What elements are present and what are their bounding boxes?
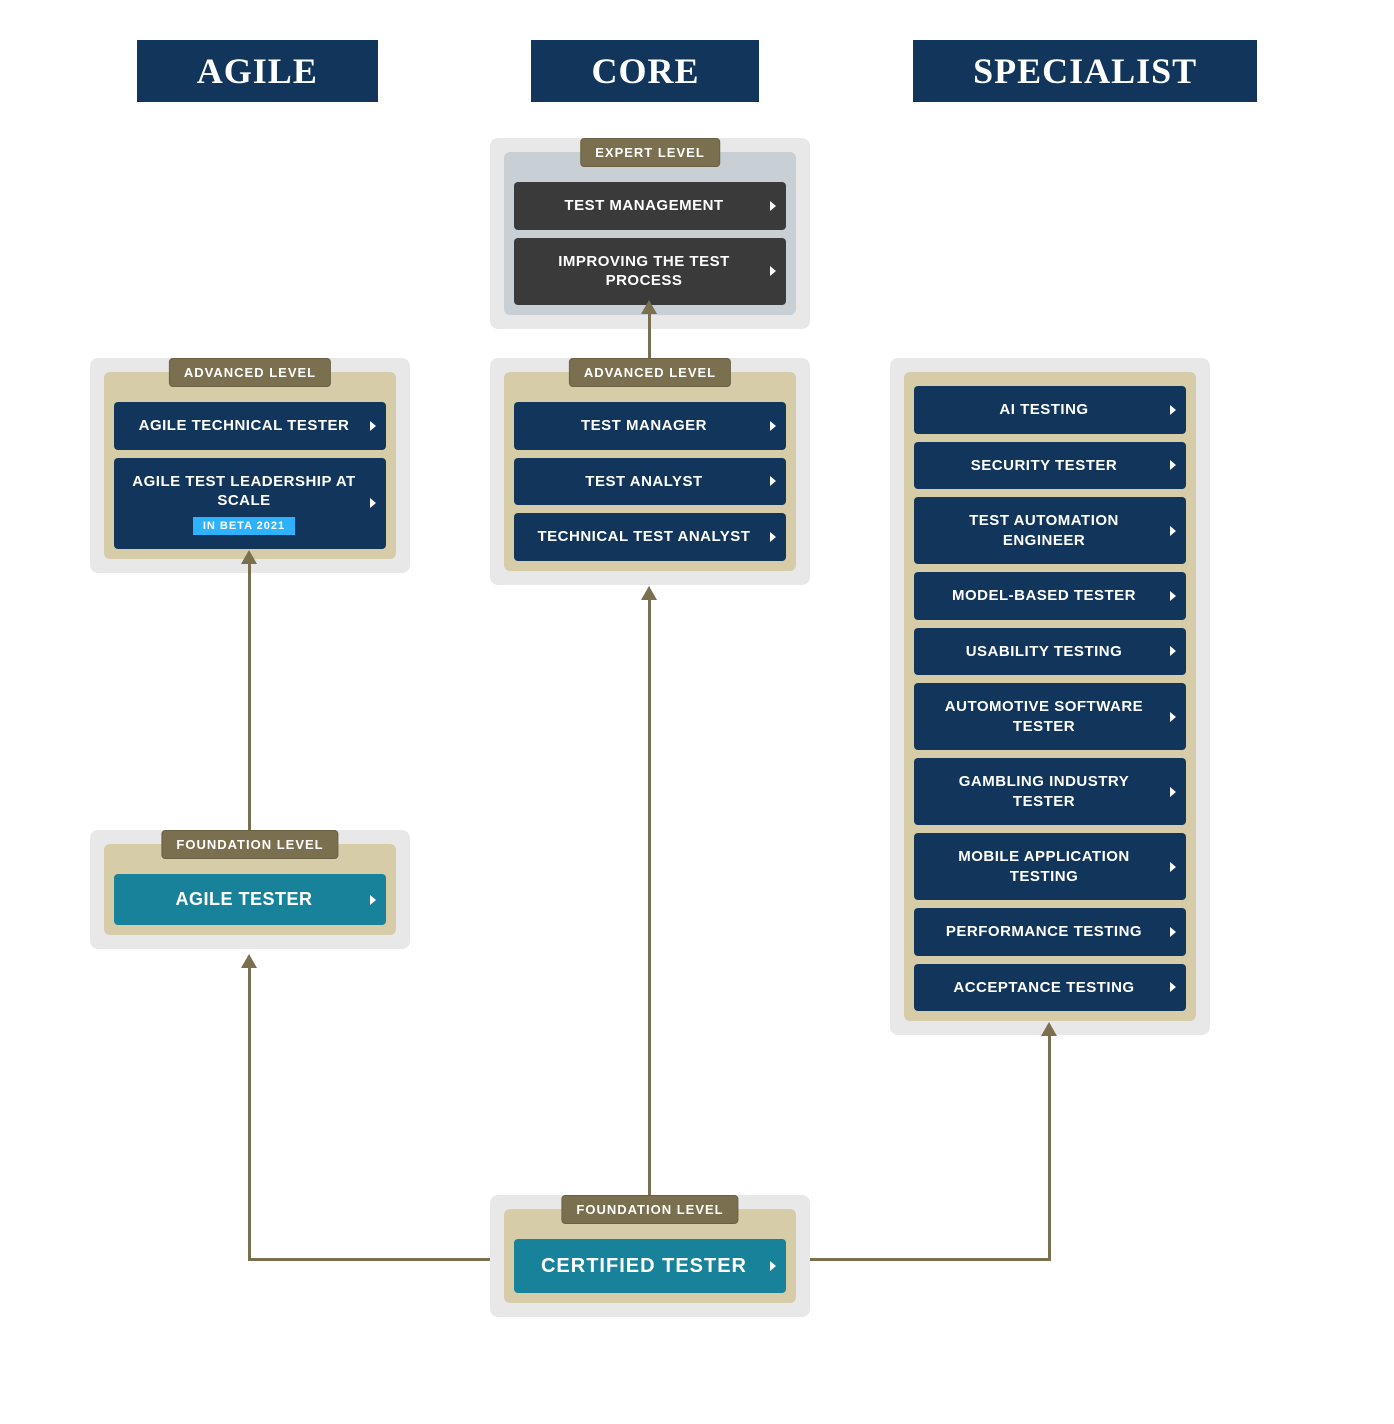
header-row: AGILE CORE SPECIALIST bbox=[0, 40, 1394, 102]
advanced-level-tag: ADVANCED LEVEL bbox=[569, 358, 731, 387]
item-security-tester[interactable]: SECURITY TESTER bbox=[914, 442, 1186, 490]
item-label: GAMBLING INDUSTRY TESTER bbox=[928, 772, 1160, 811]
chevron-right-icon bbox=[1170, 787, 1176, 797]
chevron-right-icon bbox=[1170, 927, 1176, 937]
chevron-right-icon bbox=[770, 421, 776, 431]
item-label: AGILE TEST LEADERSHIP AT SCALE bbox=[128, 472, 360, 511]
item-agile-tester[interactable]: AGILE TESTER bbox=[114, 874, 386, 925]
item-label: TECHNICAL TEST ANALYST bbox=[538, 527, 751, 547]
chevron-right-icon bbox=[770, 266, 776, 276]
header-agile: AGILE bbox=[137, 40, 378, 102]
item-certified-tester[interactable]: CERTIFIED TESTER bbox=[514, 1239, 786, 1293]
core-advanced-inner: ADVANCED LEVEL TEST MANAGER TEST ANALYST… bbox=[504, 372, 796, 571]
chevron-right-icon bbox=[1170, 646, 1176, 656]
item-test-automation-engineer[interactable]: TEST AUTOMATION ENGINEER bbox=[914, 497, 1186, 564]
item-label: USABILITY TESTING bbox=[966, 642, 1123, 662]
item-label: TEST MANAGER bbox=[581, 416, 707, 436]
agile-foundation-panel: FOUNDATION LEVEL AGILE TESTER bbox=[90, 830, 410, 949]
item-label: CERTIFIED TESTER bbox=[541, 1253, 747, 1279]
chevron-right-icon bbox=[1170, 460, 1176, 470]
item-label: SECURITY TESTER bbox=[971, 456, 1117, 476]
item-usability-testing[interactable]: USABILITY TESTING bbox=[914, 628, 1186, 676]
agile-advanced-inner: ADVANCED LEVEL AGILE TECHNICAL TESTER AG… bbox=[104, 372, 396, 559]
item-label: IMPROVING THE TEST PROCESS bbox=[528, 252, 760, 291]
arrow-head-icon bbox=[241, 550, 257, 564]
item-label: TEST MANAGEMENT bbox=[564, 196, 723, 216]
chevron-right-icon bbox=[370, 895, 376, 905]
arrow-line bbox=[248, 562, 251, 830]
item-label: MOBILE APPLICATION TESTING bbox=[928, 847, 1160, 886]
chevron-right-icon bbox=[370, 421, 376, 431]
specialist-inner: AI TESTING SECURITY TESTER TEST AUTOMATI… bbox=[904, 372, 1196, 1021]
chevron-right-icon bbox=[770, 1261, 776, 1271]
header-specialist: SPECIALIST bbox=[913, 40, 1257, 102]
header-core: CORE bbox=[531, 40, 759, 102]
arrow-line bbox=[248, 1258, 490, 1261]
chevron-right-icon bbox=[1170, 526, 1176, 536]
item-mobile-application-testing[interactable]: MOBILE APPLICATION TESTING bbox=[914, 833, 1186, 900]
item-label: TEST ANALYST bbox=[585, 472, 702, 492]
chevron-right-icon bbox=[1170, 862, 1176, 872]
item-label: AUTOMOTIVE SOFTWARE TESTER bbox=[928, 697, 1160, 736]
chevron-right-icon bbox=[1170, 405, 1176, 415]
advanced-level-tag: ADVANCED LEVEL bbox=[169, 358, 331, 387]
item-improving-test-process[interactable]: IMPROVING THE TEST PROCESS bbox=[514, 238, 786, 305]
arrow-line bbox=[648, 312, 651, 358]
core-foundation-inner: FOUNDATION LEVEL CERTIFIED TESTER bbox=[504, 1209, 796, 1303]
item-label: PERFORMANCE TESTING bbox=[946, 922, 1142, 942]
item-ai-testing[interactable]: AI TESTING bbox=[914, 386, 1186, 434]
item-gambling-industry-tester[interactable]: GAMBLING INDUSTRY TESTER bbox=[914, 758, 1186, 825]
arrow-line bbox=[648, 598, 651, 1195]
specialist-panel: AI TESTING SECURITY TESTER TEST AUTOMATI… bbox=[890, 358, 1210, 1035]
chevron-right-icon bbox=[370, 498, 376, 508]
arrow-head-icon bbox=[641, 300, 657, 314]
chevron-right-icon bbox=[1170, 712, 1176, 722]
item-label: ACCEPTANCE TESTING bbox=[953, 978, 1134, 998]
arrow-line bbox=[1048, 1034, 1051, 1261]
item-automotive-software-tester[interactable]: AUTOMOTIVE SOFTWARE TESTER bbox=[914, 683, 1186, 750]
agile-foundation-inner: FOUNDATION LEVEL AGILE TESTER bbox=[104, 844, 396, 935]
arrow-line bbox=[248, 966, 251, 1261]
beta-badge: IN BETA 2021 bbox=[193, 517, 295, 535]
item-model-based-tester[interactable]: MODEL-BASED TESTER bbox=[914, 572, 1186, 620]
agile-advanced-panel: ADVANCED LEVEL AGILE TECHNICAL TESTER AG… bbox=[90, 358, 410, 573]
item-acceptance-testing[interactable]: ACCEPTANCE TESTING bbox=[914, 964, 1186, 1012]
foundation-level-tag: FOUNDATION LEVEL bbox=[561, 1195, 738, 1224]
chevron-right-icon bbox=[770, 476, 776, 486]
item-agile-technical-tester[interactable]: AGILE TECHNICAL TESTER bbox=[114, 402, 386, 450]
core-foundation-panel: FOUNDATION LEVEL CERTIFIED TESTER bbox=[490, 1195, 810, 1317]
item-performance-testing[interactable]: PERFORMANCE TESTING bbox=[914, 908, 1186, 956]
arrow-head-icon bbox=[641, 586, 657, 600]
item-technical-test-analyst[interactable]: TECHNICAL TEST ANALYST bbox=[514, 513, 786, 561]
item-label: TEST AUTOMATION ENGINEER bbox=[928, 511, 1160, 550]
core-advanced-panel: ADVANCED LEVEL TEST MANAGER TEST ANALYST… bbox=[490, 358, 810, 585]
item-test-management[interactable]: TEST MANAGEMENT bbox=[514, 182, 786, 230]
arrow-line bbox=[810, 1258, 1051, 1261]
arrow-head-icon bbox=[241, 954, 257, 968]
item-agile-test-leadership[interactable]: AGILE TEST LEADERSHIP AT SCALE IN BETA 2… bbox=[114, 458, 386, 549]
item-label: AGILE TESTER bbox=[175, 888, 312, 911]
chevron-right-icon bbox=[770, 201, 776, 211]
item-label: AGILE TECHNICAL TESTER bbox=[139, 416, 350, 436]
chevron-right-icon bbox=[1170, 591, 1176, 601]
chevron-right-icon bbox=[770, 532, 776, 542]
item-test-manager[interactable]: TEST MANAGER bbox=[514, 402, 786, 450]
item-label: MODEL-BASED TESTER bbox=[952, 586, 1136, 606]
foundation-level-tag: FOUNDATION LEVEL bbox=[161, 830, 338, 859]
expert-level-tag: EXPERT LEVEL bbox=[580, 138, 720, 167]
item-label: AI TESTING bbox=[999, 400, 1088, 420]
core-expert-inner: EXPERT LEVEL TEST MANAGEMENT IMPROVING T… bbox=[504, 152, 796, 315]
arrow-head-icon bbox=[1041, 1022, 1057, 1036]
chevron-right-icon bbox=[1170, 982, 1176, 992]
item-test-analyst[interactable]: TEST ANALYST bbox=[514, 458, 786, 506]
